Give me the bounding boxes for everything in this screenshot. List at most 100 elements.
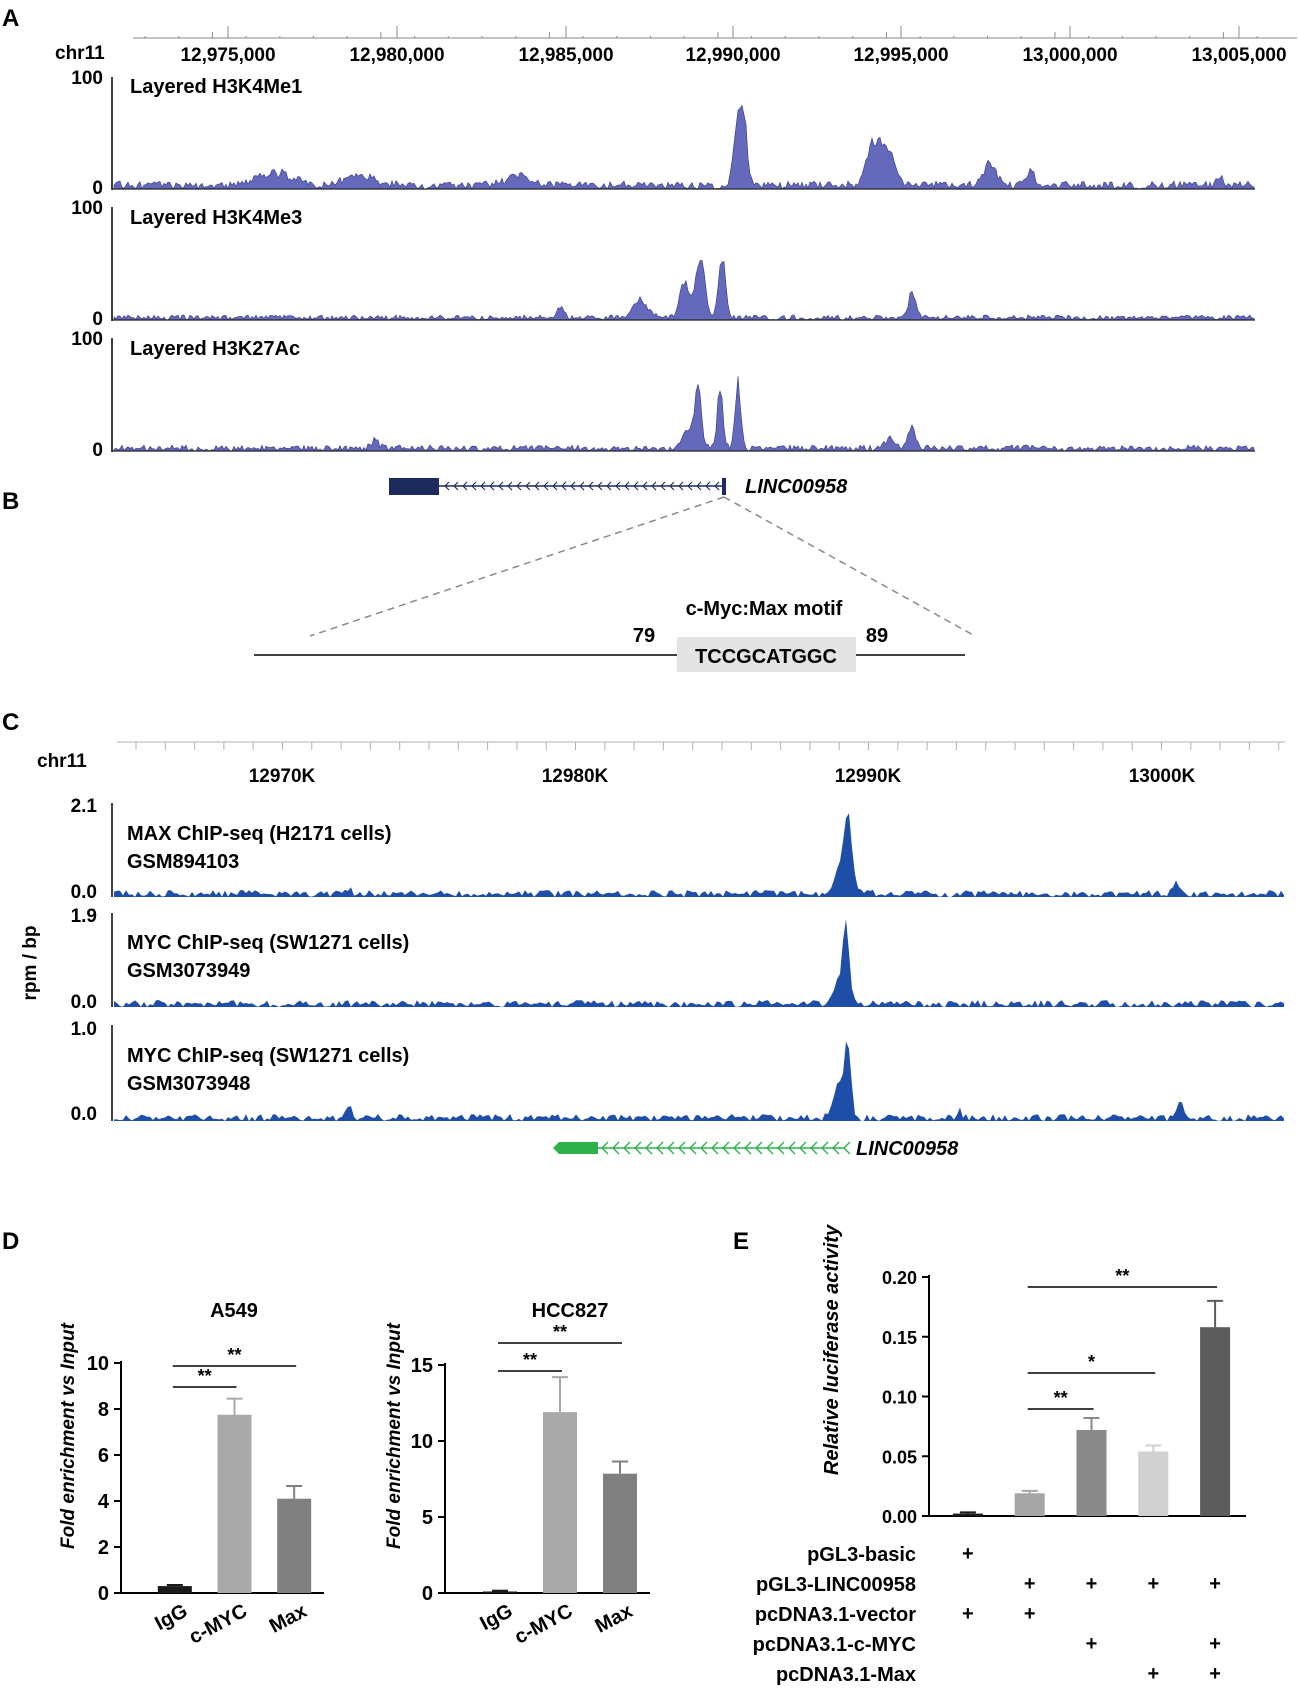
chevron-icon [669, 481, 675, 491]
tick-label-a: 12,975,000 [180, 45, 275, 66]
chevron-icon [462, 481, 468, 491]
chevron-icon [634, 1141, 642, 1155]
gene-exon [722, 478, 726, 495]
track-ymin: 0 [92, 440, 103, 461]
track-ymax: 1.9 [71, 906, 97, 927]
chevron-icon [471, 481, 477, 491]
track-title: Layered H3K27Ac [130, 338, 300, 360]
chevron-icon [678, 1141, 686, 1155]
panel-label-d: D [2, 1228, 19, 1255]
chevron-icon [623, 1141, 631, 1155]
bar [543, 1412, 577, 1593]
bar [483, 1591, 517, 1593]
chevron-icon [689, 1141, 697, 1155]
condition-mark: + [1209, 1633, 1221, 1655]
chevron-icon [651, 481, 657, 491]
y-tick-label: 6 [98, 1445, 109, 1467]
histone-track-h3k4me1: 100 0 Layered H3K4Me1 [71, 68, 1255, 199]
condition-mark: + [1209, 1663, 1221, 1685]
chevron-icon [678, 481, 684, 491]
chevron-icon [624, 481, 630, 491]
motif-box [677, 637, 856, 672]
bar [603, 1473, 637, 1593]
motif-start: 79 [633, 625, 655, 647]
chevron-icon [711, 1141, 719, 1155]
panel-c: chr11 12970K 12980K 12990K 13000K rpm / … [20, 741, 1285, 1160]
chevron-icon [687, 481, 693, 491]
chart-title: A549 [210, 1300, 258, 1322]
significance-stars: ** [1054, 1388, 1068, 1408]
significance-stars: ** [198, 1366, 212, 1386]
y-tick-label: 2 [98, 1537, 109, 1559]
tick-label-c: 12980K [542, 766, 609, 787]
panel-d-hcc827: HCC827 Fold enrichment vs Input 051015Ig… [384, 1300, 650, 1649]
track-title: MYC ChIP-seq (SW1271 cells) [127, 1045, 409, 1067]
significance-stars: * [1088, 1352, 1095, 1372]
y-tick-label: 0 [422, 1583, 433, 1605]
panel-b: c-Myc:Max motif TCCGCATGGC 79 89 [254, 496, 976, 672]
bar [1014, 1493, 1045, 1516]
track-ymax: 100 [71, 329, 103, 350]
condition-mark: + [1147, 1663, 1159, 1685]
chevron-icon [633, 481, 639, 491]
y-tick-label: 4 [98, 1491, 110, 1513]
category-label: Max [266, 1600, 311, 1638]
chevron-icon [606, 481, 612, 491]
y-axis-label: Relative luciferase activity [821, 1224, 843, 1475]
motif-end: 89 [866, 625, 888, 647]
chevron-icon [733, 1141, 741, 1155]
gene-strand-chevrons [444, 481, 720, 491]
category-label: Max [592, 1600, 637, 1638]
bar [1200, 1327, 1231, 1516]
y-tick-label: 0.15 [882, 1328, 917, 1348]
track-title: Layered H3K4Me3 [130, 207, 302, 229]
track-ymin: 0.0 [71, 882, 97, 903]
y-tick-label: 15 [411, 1355, 433, 1377]
y-axis-label: Fold enrichment vs Input [58, 1322, 79, 1549]
gene-exon [553, 1142, 598, 1154]
ruler-ticks-c [135, 742, 1280, 750]
chrom-label-a: chr11 [55, 43, 105, 64]
chevron-icon [489, 481, 495, 491]
track-ymin: 0.0 [71, 1104, 97, 1125]
chip-track-myc-sw1271-a: 1.9 0.0 MYC ChIP-seq (SW1271 cells) GSM3… [71, 906, 1284, 1013]
chevron-icon [766, 1141, 774, 1155]
track-ymin: 0 [92, 309, 103, 330]
chevron-icon [570, 481, 576, 491]
chevron-icon [453, 481, 459, 491]
histone-track-h3k4me3: 100 0 Layered H3K4Me3 [71, 198, 1255, 330]
tick-label-a: 12,985,000 [518, 45, 613, 66]
chevron-icon [525, 481, 531, 491]
tick-label-c: 12970K [249, 766, 316, 787]
track-accession: GSM3073948 [127, 1073, 250, 1095]
chevron-icon [705, 481, 711, 491]
chevron-icon [543, 481, 549, 491]
panel-label-c: C [2, 709, 19, 736]
chevron-icon [821, 1141, 829, 1155]
y-tick-label: 0.20 [882, 1268, 917, 1288]
tick-label-a: 12,990,000 [685, 45, 780, 66]
gene-name-c: LINC00958 [856, 1138, 959, 1160]
histone-track-h3k27ac: 100 0 Layered H3K27Ac [71, 329, 1255, 461]
bar-chart-luciferase: 0.000.050.100.150.20***** [882, 1266, 1246, 1527]
gene-exon [389, 478, 439, 495]
ruler-labels-a: 12,975,000 12,980,000 12,985,000 12,990,… [180, 45, 1286, 66]
significance-stars: ** [1115, 1266, 1129, 1286]
condition-mark: + [1086, 1573, 1098, 1595]
track-title: MAX ChIP-seq (H2171 cells) [127, 823, 392, 845]
tick-label-a: 12,995,000 [853, 45, 948, 66]
chevron-icon [788, 1141, 796, 1155]
chevron-icon [799, 1141, 807, 1155]
condition-label: pcDNA3.1-Max [776, 1664, 916, 1686]
bar [157, 1586, 192, 1593]
chrom-label-c: chr11 [37, 751, 87, 772]
gene-name-a: LINC00958 [745, 476, 848, 498]
y-tick-label: 10 [411, 1431, 433, 1453]
track-accession: GSM3073949 [127, 960, 250, 982]
y-tick-label: 0 [98, 1583, 109, 1605]
bar [1138, 1451, 1169, 1516]
y-tick-label: 10 [87, 1353, 109, 1375]
chevron-icon [755, 1141, 763, 1155]
